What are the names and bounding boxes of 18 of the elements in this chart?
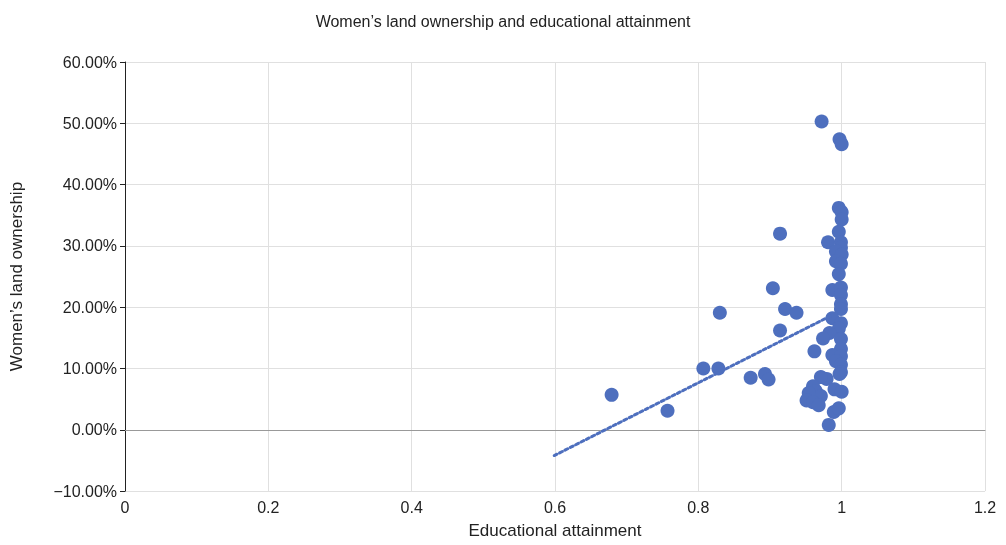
x-tick-label: 0.4 <box>400 498 423 516</box>
y-tick-label: 60.00% <box>62 53 117 71</box>
y-tick-label: 20.00% <box>62 298 117 316</box>
x-tick-label: 1 <box>837 498 847 516</box>
x-axis-title: Educational attainment <box>468 520 642 540</box>
y-tick-label: 30.00% <box>62 237 117 255</box>
y-tick-label: 0.00% <box>71 421 117 439</box>
y-tick-label: −10.00% <box>53 482 117 500</box>
chart-title: Women’s land ownership and educational attainment <box>315 12 691 30</box>
y-tick-label: 40.00% <box>62 176 117 194</box>
y-tick-label: 10.00% <box>62 360 117 377</box>
x-tick-label: 0.8 <box>687 498 710 516</box>
x-tick-label: 0 <box>120 498 130 516</box>
y-tick-label: 50.00% <box>62 114 117 132</box>
x-tick-label: 0.2 <box>257 498 280 516</box>
x-tick-label: 0.6 <box>543 498 567 516</box>
y-axis-title: Women’s land ownership <box>7 181 26 372</box>
x-tick-label: 1.2 <box>973 498 997 516</box>
